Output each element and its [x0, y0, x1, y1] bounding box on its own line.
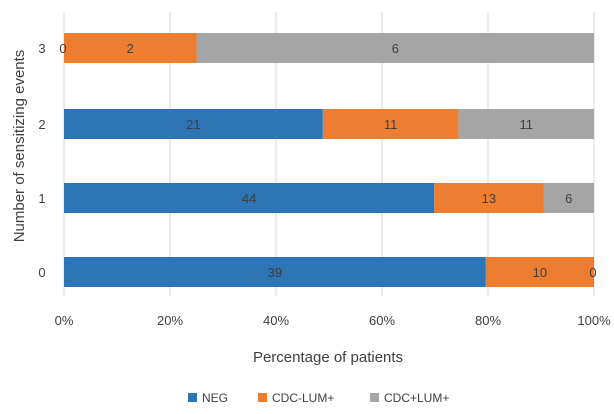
data-label: 6 — [565, 191, 572, 206]
data-label: 13 — [482, 191, 496, 206]
data-label: 44 — [242, 191, 256, 206]
x-tick-label: 80% — [475, 313, 501, 328]
legend: NEG CDC-LUM+ CDC+LUM+ — [188, 391, 449, 405]
x-tick-labels: 0% 20% 40% 60% 80% 100% — [55, 313, 611, 328]
bar-segment — [64, 109, 323, 139]
bars — [64, 33, 594, 287]
x-tick-label: 20% — [157, 313, 183, 328]
data-label: 2 — [127, 41, 134, 56]
y-tick-labels: 0 1 2 3 — [38, 41, 45, 280]
data-label: 6 — [392, 41, 399, 56]
bar-segment — [543, 183, 594, 213]
legend-label: NEG — [202, 391, 228, 405]
bar-segment — [64, 33, 197, 63]
bar-segment — [64, 257, 486, 287]
legend-label: CDC+LUM+ — [384, 391, 449, 405]
x-tick-label: 40% — [263, 313, 289, 328]
x-tick-label: 60% — [369, 313, 395, 328]
bar-segment — [485, 257, 594, 287]
data-label: 0 — [59, 41, 66, 56]
data-label: 0 — [589, 265, 596, 280]
legend-swatch — [370, 393, 379, 402]
bar-segment — [196, 33, 594, 63]
y-axis-title: Number of sensitizing events — [11, 50, 28, 243]
legend-label: CDC-LUM+ — [272, 391, 334, 405]
x-tick-label: 0% — [55, 313, 74, 328]
data-label: 39 — [268, 265, 282, 280]
x-tick-label: 100% — [577, 313, 611, 328]
bar-segment — [64, 183, 435, 213]
data-label: 11 — [519, 117, 533, 132]
bar-segment — [322, 109, 459, 139]
y-tick-label: 2 — [38, 117, 45, 132]
y-tick-label: 0 — [38, 265, 45, 280]
y-tick-label: 1 — [38, 191, 45, 206]
legend-swatch — [258, 393, 267, 402]
segment-labels: 39 10 0 44 13 6 21 11 11 0 2 6 — [59, 41, 596, 280]
legend-swatch — [188, 393, 197, 402]
data-label: 11 — [384, 117, 398, 132]
y-tick-label: 3 — [38, 41, 45, 56]
data-label: 21 — [186, 117, 200, 132]
bar-segment — [434, 183, 544, 213]
x-axis-title: Percentage of patients — [253, 349, 403, 366]
data-label: 10 — [533, 265, 547, 280]
bar-segment — [458, 109, 594, 139]
